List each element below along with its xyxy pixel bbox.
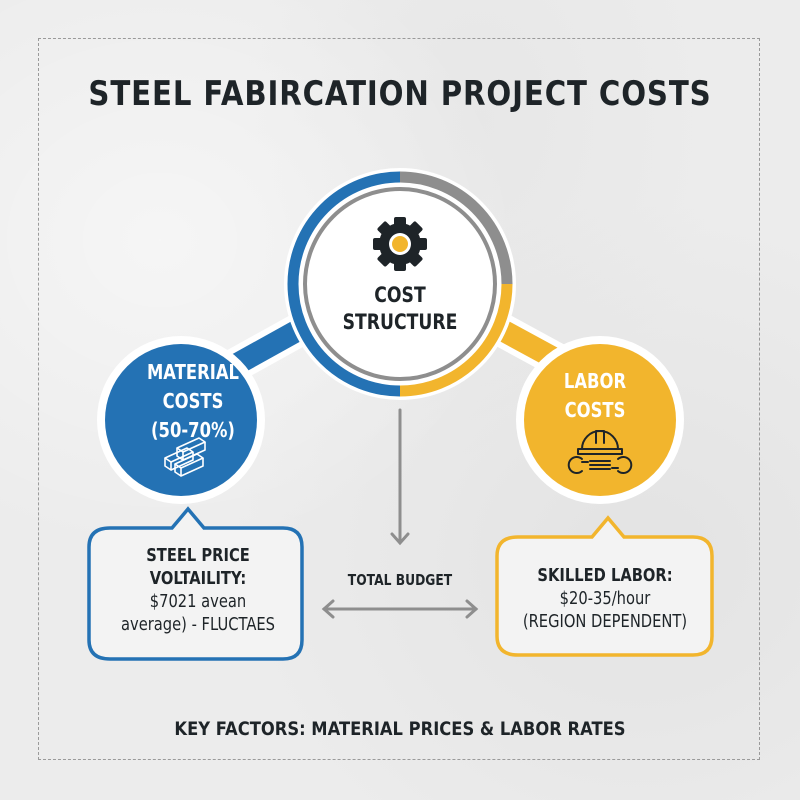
steel-bars-icon <box>164 437 206 477</box>
material-line1: MATERIAL <box>146 360 239 384</box>
labor-callout-text: SKILLED LABOR: $20-35/hour (REGION DEPEN… <box>513 565 698 634</box>
dashed-frame <box>38 38 760 760</box>
steel-body-2: average) - FLUCTAES <box>120 615 276 635</box>
center-line2: STRUCTURE <box>342 310 458 334</box>
material-percentage: (50-70%) <box>151 418 235 442</box>
labor-node-label: LABOR COSTS <box>529 367 660 425</box>
steel-body-1: $7021 avean <box>149 592 247 612</box>
labor-node <box>516 336 684 504</box>
page-title: STEEL FABIRCATION PROJECT COSTS <box>88 74 712 114</box>
center-line1: COST <box>374 283 426 307</box>
labor-callout-heading: SKILLED LABOR: <box>537 566 673 586</box>
footer-key-factors: KEY FACTORS: MATERIAL PRICES & LABOR RAT… <box>174 718 626 740</box>
material-node-label: MATERIAL COSTS (50-70%) <box>123 358 262 445</box>
steel-callout-bubble <box>87 506 304 661</box>
steel-callout-text: STEEL PRICE VOLTAILITY: $7021 avean aver… <box>106 545 291 637</box>
center-node <box>284 168 516 400</box>
hardhat-wrench-icon <box>567 430 633 474</box>
gear-icon <box>373 217 427 271</box>
labor-callout-body-2: (REGION DEPENDENT) <box>522 612 688 632</box>
material-node <box>97 336 265 504</box>
double-arrow-icon <box>321 599 479 619</box>
steel-heading-1: STEEL PRICE <box>146 546 250 566</box>
labor-callout-bubble <box>495 515 714 657</box>
down-arrow-icon <box>390 408 410 546</box>
center-node-label: COST STRUCTURE <box>334 282 465 336</box>
material-line2: COSTS <box>162 389 224 413</box>
labor-callout-body-1: $20-35/hour <box>559 589 651 609</box>
total-budget-label: TOTAL BUDGET <box>347 571 453 589</box>
labor-line2: COSTS <box>564 398 626 422</box>
steel-heading-2: VOLTAILITY: <box>149 569 247 589</box>
labor-line1: LABOR <box>563 369 627 393</box>
